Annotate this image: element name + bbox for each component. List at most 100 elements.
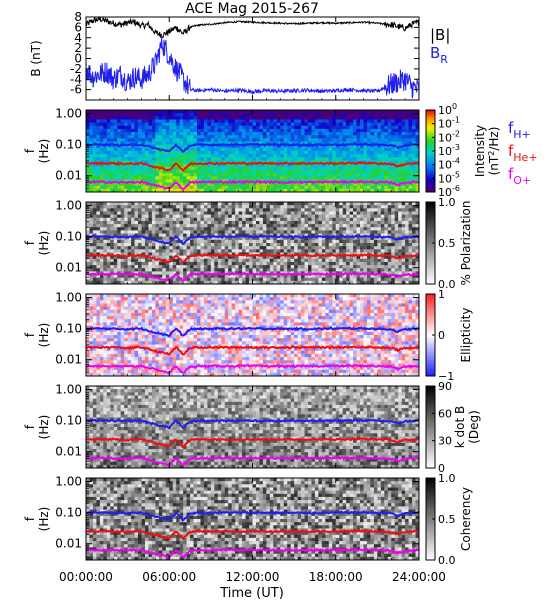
- heatmap-cell: [356, 217, 361, 222]
- heatmap-cell: [179, 163, 184, 168]
- heatmap-cell: [325, 157, 330, 161]
- heatmap-cell: [231, 211, 236, 216]
- heatmap-cell: [363, 138, 368, 142]
- heatmap-cell: [294, 135, 298, 139]
- heatmap-cell: [384, 214, 389, 219]
- heatmap-cell: [99, 166, 104, 171]
- heatmap-cell: [224, 182, 229, 187]
- heatmap-cell: [176, 113, 181, 117]
- heatmap-cell: [314, 188, 319, 192]
- heatmap-cell: [186, 154, 191, 158]
- heatmap-cell: [290, 255, 295, 260]
- heatmap-cell: [373, 169, 378, 174]
- heatmap-cell: [363, 239, 368, 244]
- heatmap-cell: [197, 160, 201, 165]
- heatmap-cell: [262, 261, 267, 266]
- heatmap-cell: [283, 220, 288, 225]
- heatmap-cell: [294, 202, 298, 206]
- heatmap-cell: [110, 188, 115, 192]
- heatmap-cell: [131, 239, 135, 244]
- heatmap-cell: [318, 252, 323, 257]
- heatmap-cell: [86, 255, 90, 260]
- heatmap-cell: [99, 220, 104, 225]
- heatmap-cell: [301, 166, 305, 171]
- heatmap-cell: [172, 202, 177, 206]
- heatmap-cell: [353, 205, 357, 209]
- heatmap-cell: [228, 277, 233, 282]
- heatmap-cell: [144, 258, 149, 263]
- colorbar-tick-base: 10: [438, 172, 452, 185]
- heatmap-cell: [363, 185, 368, 190]
- heatmap-cell: [314, 163, 319, 168]
- heatmap-cell: [360, 125, 364, 130]
- heatmap-cell: [405, 160, 409, 165]
- heatmap-cell: [273, 277, 278, 282]
- heatmap-cell: [203, 217, 208, 222]
- heatmap-cell: [242, 217, 246, 222]
- heatmap-cell: [231, 202, 236, 206]
- heatmap-cell: [92, 169, 97, 174]
- heatmap-cell: [141, 205, 146, 209]
- heatmap-cell: [207, 236, 212, 241]
- heatmap-cell: [287, 239, 292, 244]
- heatmap-cell: [276, 166, 281, 171]
- heatmap-cell: [131, 185, 135, 190]
- heatmap-cell: [158, 208, 163, 212]
- heatmap-cell: [242, 227, 246, 231]
- heatmap-cell: [356, 182, 361, 187]
- heatmap-cell: [138, 166, 142, 171]
- heatmap-cell: [339, 220, 344, 225]
- heatmap-cell: [394, 138, 399, 142]
- heatmap-cell: [144, 173, 149, 177]
- heatmap-cell: [89, 144, 94, 149]
- heatmap-cell: [106, 135, 111, 139]
- heatmap-cell: [183, 227, 187, 231]
- heatmap-cell: [203, 188, 208, 192]
- heatmap-cell: [120, 125, 125, 130]
- heatmap-cell: [314, 214, 319, 219]
- heatmap-cell: [176, 202, 181, 206]
- heatmap-cell: [210, 224, 215, 228]
- heatmap-cell: [321, 151, 326, 155]
- heatmap-cell: [162, 274, 167, 279]
- heatmap-cell: [238, 246, 243, 250]
- heatmap-cell: [203, 246, 208, 250]
- heatmap-cell: [273, 214, 278, 219]
- heatmap-cell: [332, 122, 337, 127]
- heatmap-cell: [328, 277, 333, 282]
- heatmap-cell: [217, 154, 222, 158]
- heatmap-cell: [221, 255, 226, 260]
- heatmap-cell: [398, 188, 403, 192]
- heatmap-cell: [203, 202, 208, 206]
- heatmap-cell: [242, 265, 246, 269]
- heatmap-cell: [321, 166, 326, 171]
- heatmap-cell: [238, 144, 243, 149]
- heatmap-cell: [394, 110, 399, 114]
- heatmap-cell: [294, 176, 298, 180]
- heatmap-cell: [186, 138, 191, 142]
- heatmap-cell: [283, 211, 288, 216]
- heatmap-cell: [363, 147, 368, 152]
- heatmap-cell: [318, 185, 323, 190]
- heatmap-cell: [377, 274, 382, 279]
- heatmap-cell: [203, 144, 208, 149]
- heatmap-cell: [86, 144, 90, 149]
- heatmap-cell: [224, 132, 229, 136]
- heatmap-cell: [318, 274, 323, 279]
- heatmap-cell: [176, 160, 181, 165]
- heatmap-cell: [377, 249, 382, 253]
- heatmap-cell: [172, 173, 177, 177]
- heatmap-cell: [342, 128, 347, 133]
- heatmap-cell: [384, 169, 389, 174]
- heatmap-cell: [380, 113, 385, 117]
- heatmap-cell: [377, 128, 382, 133]
- heatmap-cell: [384, 230, 389, 234]
- heatmap-cell: [169, 132, 174, 136]
- heatmap-cell: [405, 182, 409, 187]
- heatmap-cell: [197, 249, 201, 253]
- heatmap-cell: [321, 138, 326, 142]
- heatmap-cell: [415, 113, 419, 117]
- heatmap-cell: [228, 110, 233, 114]
- heatmap-cell: [356, 176, 361, 180]
- heatmap-cell: [353, 268, 357, 272]
